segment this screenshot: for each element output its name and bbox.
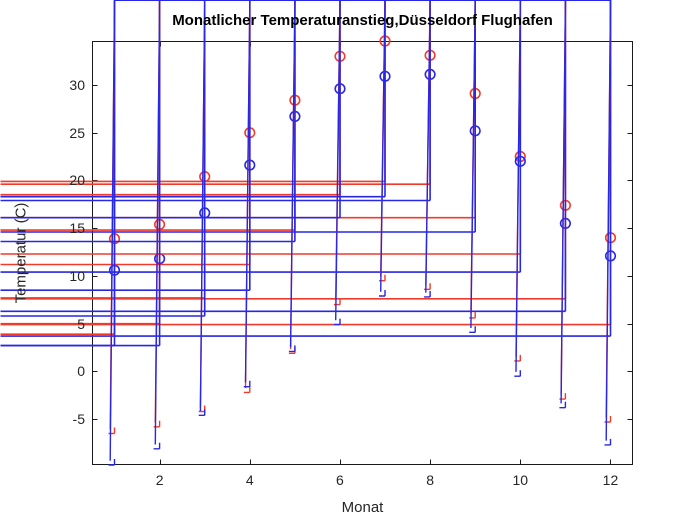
data-point-marker — [376, 0, 522, 377]
data-point-marker — [304, 0, 341, 306]
y-tick-label: -5 — [72, 411, 85, 428]
y-tick-label: 20 — [69, 172, 85, 189]
x-tick-label: 2 — [155, 472, 164, 488]
chart-title: Monatlicher Temperaturanstieg,Düsseldorf… — [172, 12, 553, 29]
data-point-marker — [317, 0, 476, 319]
data-point-marker — [280, 0, 386, 282]
data-point-marker — [198, 0, 416, 416]
data-point-marker — [0, 0, 567, 313]
data-point-marker — [0, 0, 161, 347]
y-tick-label: 30 — [69, 76, 85, 93]
x-tick-label: 4 — [245, 472, 254, 488]
axes-frame — [92, 41, 633, 465]
x-axis-label: Monat — [341, 499, 384, 516]
data-point-marker — [153, 0, 449, 450]
series-blue-plus — [0, 0, 612, 347]
x-tick-label: 12 — [602, 472, 619, 488]
y-tick-label: 5 — [77, 315, 85, 332]
data-point-marker — [332, 0, 476, 333]
data-point-marker — [0, 0, 612, 337]
data-point-marker — [0, 0, 431, 202]
data-point-marker — [0, 0, 386, 198]
data-point-marker — [289, 0, 431, 290]
x-tick-label: 6 — [336, 472, 344, 488]
y-tick-label: 10 — [69, 267, 85, 284]
x-tick-label: 8 — [426, 472, 435, 488]
data-point-marker — [0, 0, 296, 231]
data-point-marker — [296, 0, 431, 298]
series-blue-circles — [108, 68, 617, 276]
data-point-marker — [243, 0, 387, 388]
series-red-circles — [108, 35, 617, 245]
x-tick-label: 10 — [512, 472, 529, 488]
data-point-marker — [0, 0, 251, 291]
data-point-marker — [0, 0, 296, 243]
y-tick-label: 15 — [69, 220, 85, 237]
y-tick-label: 0 — [77, 363, 85, 380]
y-tick-label: 25 — [69, 124, 85, 141]
data-point-marker — [0, 0, 476, 233]
data-point-marker — [324, 0, 341, 326]
data-point-marker — [444, 0, 612, 446]
data-point-marker — [198, 0, 412, 413]
data-point-marker — [0, 0, 341, 196]
data-point-marker — [0, 0, 522, 273]
data-point-marker — [153, 0, 427, 428]
data-point-marker — [407, 0, 567, 409]
y-axis-label: Temperatur (C) — [12, 202, 30, 304]
series-blue-asterisks — [108, 0, 612, 466]
data-point-marker — [0, 0, 341, 219]
